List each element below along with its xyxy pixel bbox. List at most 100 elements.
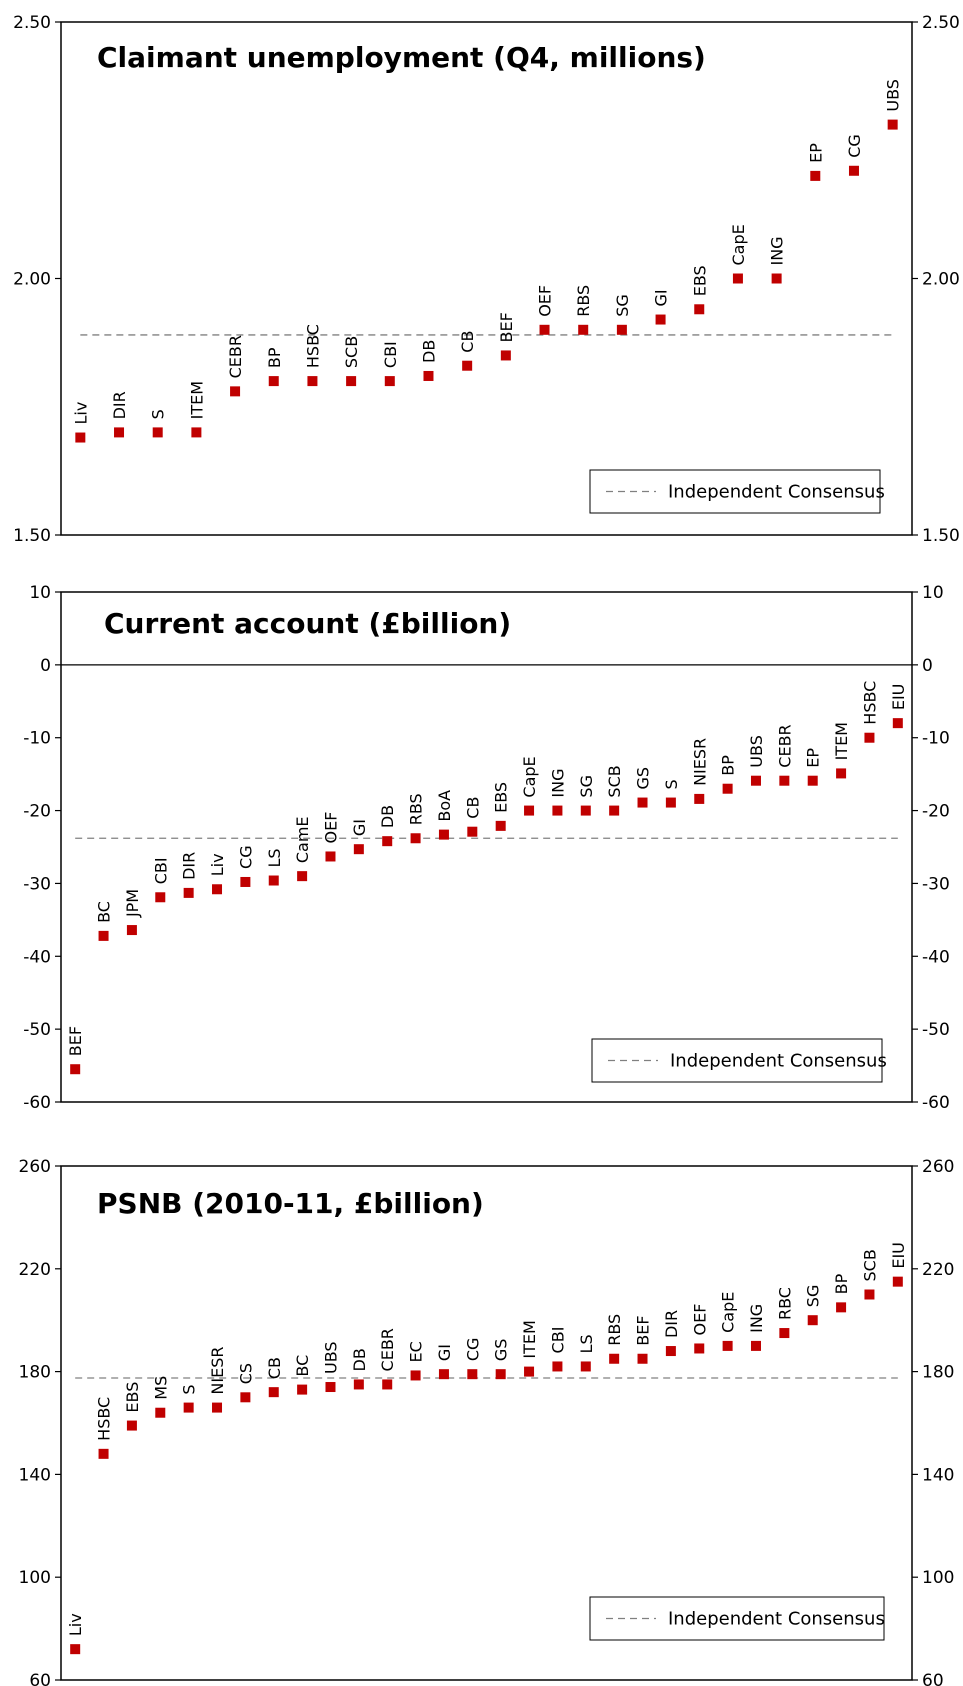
y-tick-label-right: 260	[922, 1157, 954, 1177]
point-label: CS	[236, 1363, 255, 1384]
point-label: UBS	[884, 79, 903, 112]
point-label: EC	[407, 1341, 426, 1362]
legend-box	[589, 1596, 885, 1641]
y-tick-label-right: 2.50	[922, 13, 960, 33]
data-point-HSBC	[864, 732, 875, 743]
point-label: ING	[747, 1304, 766, 1333]
data-point-ITEM	[524, 1366, 535, 1377]
y-tick-label-left: 60	[29, 1671, 51, 1686]
data-point-RBS	[410, 833, 421, 844]
data-point-EBS	[694, 304, 705, 315]
legend-label: Independent Consensus	[670, 1051, 887, 1072]
point-label: GI	[435, 1344, 454, 1361]
point-label: EBS	[492, 782, 511, 813]
data-point-CG	[467, 1369, 478, 1380]
data-point-CBI	[552, 1361, 563, 1372]
y-tick-label-right: 100	[922, 1568, 954, 1588]
y-tick-label-left: 220	[19, 1260, 51, 1280]
data-point-ITEM	[836, 768, 847, 779]
y-tick-label-left: 10	[29, 583, 51, 603]
data-point-DIR	[665, 1346, 676, 1357]
y-tick-label-right: -30	[922, 874, 950, 894]
point-label: GI	[652, 289, 671, 306]
data-point-EBS	[126, 1420, 137, 1431]
point-label: EP	[804, 748, 823, 768]
legend-label: Independent Consensus	[668, 1609, 885, 1630]
point-label: LS	[577, 1334, 596, 1353]
point-label: ING	[548, 768, 567, 797]
data-point-SG	[616, 324, 627, 335]
data-point-BEF	[500, 350, 511, 361]
point-label: GS	[634, 767, 653, 790]
point-label: SCB	[860, 1249, 879, 1281]
data-point-HSBC	[307, 376, 318, 387]
chart-panel-2: -60 -60 -50 -50 -40 -40 -30 -30 -20 -20 -10 -10 0 0 10…	[23, 583, 950, 1113]
data-point-DB	[382, 836, 393, 847]
y-tick-label-right: -10	[922, 729, 950, 749]
data-point-OEF	[694, 1343, 705, 1354]
point-label: LS	[265, 848, 284, 867]
data-point-CEBR	[382, 1379, 393, 1390]
point-label: BEF	[497, 312, 516, 342]
data-point-SCB	[864, 1289, 875, 1300]
y-tick-label-left: 2.50	[13, 13, 51, 33]
point-label: UBS	[321, 1341, 340, 1374]
data-point-CS	[240, 1392, 251, 1403]
point-label: BP	[719, 755, 738, 776]
point-label: CapE	[719, 1292, 738, 1333]
point-label: RBS	[605, 1314, 624, 1346]
data-point-CapE	[732, 273, 743, 284]
y-tick-label-left: 100	[19, 1568, 51, 1588]
point-label: DIR	[110, 391, 129, 419]
y-tick-label-right: -50	[922, 1020, 950, 1040]
data-point-S	[665, 797, 676, 808]
data-point-CB	[467, 826, 478, 837]
data-point-CEBR	[779, 775, 790, 786]
point-label: OEF	[321, 812, 340, 844]
data-point-BoA	[438, 829, 449, 840]
point-label: UBS	[747, 735, 766, 768]
point-label: BP	[265, 347, 284, 368]
point-label: JPM	[123, 889, 142, 918]
y-tick-label-left: 140	[19, 1465, 51, 1485]
data-point-BEF	[637, 1353, 648, 1364]
chart-title: Current account (£billion)	[104, 607, 511, 640]
legend-box	[591, 1038, 883, 1083]
data-point-DB	[353, 1379, 364, 1390]
plot-frame	[60, 21, 913, 536]
data-point-DB	[423, 370, 434, 381]
y-tick-label-right: 60	[922, 1671, 944, 1686]
point-label: S	[180, 1384, 199, 1394]
point-label: HSBC	[95, 1397, 114, 1441]
point-label: CG	[236, 845, 255, 869]
data-point-RBS	[609, 1353, 620, 1364]
data-point-GS	[637, 797, 648, 808]
legend-label: Independent Consensus	[668, 482, 885, 503]
data-point-BC	[98, 930, 109, 941]
data-point-Liv	[70, 1644, 81, 1655]
y-tick-label-right: 2.00	[922, 270, 960, 290]
data-point-EIU	[892, 1276, 903, 1287]
data-point-CBI	[384, 376, 395, 387]
data-point-CG	[240, 876, 251, 887]
data-point-BC	[297, 1384, 308, 1395]
data-point-CBI	[155, 892, 166, 903]
data-point-DIR	[183, 887, 194, 898]
point-label: S	[149, 409, 168, 419]
point-label: ITEM	[832, 722, 851, 760]
point-label: CEBR	[775, 724, 794, 767]
y-tick-label-left: 0	[40, 656, 51, 676]
y-tick-label-left: -40	[23, 947, 51, 967]
data-point-S	[152, 427, 163, 438]
data-point-OEF	[325, 851, 336, 862]
legend: Independent Consensus	[591, 1038, 887, 1083]
point-label: EIU	[889, 684, 908, 711]
data-point-RBC	[779, 1328, 790, 1339]
data-point-CapE	[722, 1340, 733, 1351]
point-label: DB	[350, 1348, 369, 1371]
point-label: Liv	[66, 1613, 85, 1636]
data-point-DIR	[114, 427, 125, 438]
point-label: CEBR	[226, 335, 245, 378]
point-label: Liv	[208, 853, 227, 876]
